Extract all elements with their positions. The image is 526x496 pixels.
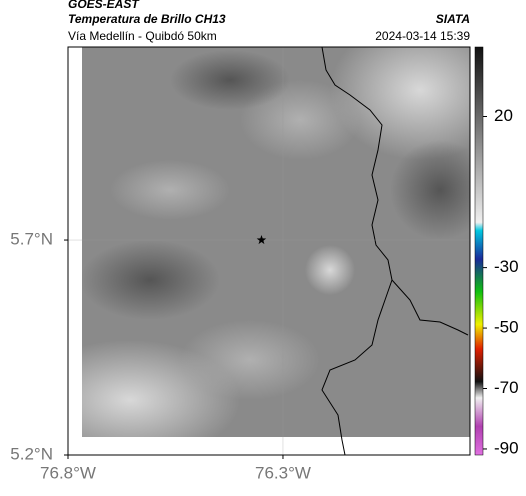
source: SIATA: [436, 12, 470, 26]
x-tick-label: 76.8°W: [40, 463, 96, 482]
datetime: 2024-03-14 15:39: [375, 29, 470, 43]
borders: [321, 46, 469, 456]
colorbar: [474, 46, 484, 456]
colorbar-tick-label: -50: [494, 318, 519, 337]
x-tick-label: 76.3°W: [255, 463, 311, 482]
colorbar-tick-label: -90: [494, 438, 519, 457]
y-tick-label: 5.7°N: [10, 230, 53, 249]
subtitle: Vía Medellín - Quibdó 50km: [68, 29, 217, 43]
title: Temperatura de Brillo CH13: [68, 12, 226, 26]
map-frame: [67, 46, 471, 456]
y-tick-label: 5.2°N: [10, 444, 53, 463]
satellite: GOES-EAST: [68, 0, 140, 11]
location-marker: [256, 235, 267, 245]
satellite-image: [82, 47, 470, 437]
colorbar-tick-label: -70: [494, 378, 519, 397]
colorbar-tick-label: -30: [494, 257, 519, 276]
colorbar-tick-label: 20: [494, 106, 513, 125]
